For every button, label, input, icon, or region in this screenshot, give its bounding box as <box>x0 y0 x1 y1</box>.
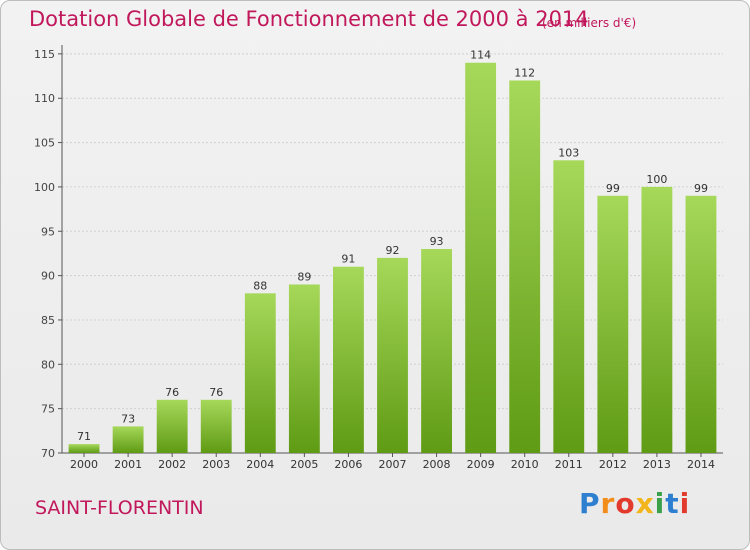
chart-unit: (en milliers d'€) <box>542 16 637 30</box>
data-label: 100 <box>646 173 667 186</box>
x-tick-label: 2008 <box>423 458 451 471</box>
y-tick-label: 95 <box>41 225 55 238</box>
chart-title: Dotation Globale de Fonctionnement de 20… <box>29 7 589 31</box>
data-labels: 71 73 76 76 88 89 91 92 93 114 112 103 99 100 99 <box>77 49 708 443</box>
x-tick-label: 2004 <box>246 458 274 471</box>
x-tick-label: 2001 <box>114 458 142 471</box>
x-tick-label: 2012 <box>599 458 627 471</box>
y-tick-label: 105 <box>34 137 55 150</box>
data-label: 91 <box>341 253 355 266</box>
data-label: 92 <box>386 244 400 257</box>
x-tick-label: 2013 <box>643 458 671 471</box>
data-label: 112 <box>514 66 535 79</box>
x-tick-label: 2014 <box>687 458 715 471</box>
x-tick-label: 2000 <box>70 458 98 471</box>
data-label: 89 <box>297 270 311 283</box>
bar <box>112 426 144 453</box>
bars <box>68 62 717 454</box>
axes: 70 75 80 85 90 95 100 105 110 115 2000 2001 2002 2003… <box>34 45 723 471</box>
data-label: 114 <box>470 49 491 62</box>
data-label: 88 <box>253 279 267 292</box>
y-tick-label: 90 <box>41 270 55 283</box>
data-label: 73 <box>121 412 135 425</box>
y-tick-label: 70 <box>41 447 55 460</box>
bar <box>421 249 452 453</box>
bar <box>68 444 100 453</box>
bar <box>685 195 717 454</box>
data-label: 76 <box>165 386 179 399</box>
x-tick-label: 2006 <box>334 458 362 471</box>
bar <box>597 195 629 454</box>
data-label: 99 <box>606 182 620 195</box>
bar <box>553 160 585 453</box>
y-tick-label: 80 <box>41 358 55 371</box>
data-label: 76 <box>209 386 223 399</box>
bar <box>377 257 408 453</box>
bar <box>465 62 497 453</box>
x-tick-label: 2005 <box>290 458 318 471</box>
x-tick-label: 2011 <box>555 458 583 471</box>
bar <box>641 186 673 454</box>
x-tick-label: 2010 <box>511 458 539 471</box>
y-tick-label: 75 <box>41 403 55 416</box>
x-tick-label: 2002 <box>158 458 186 471</box>
bar <box>244 293 276 453</box>
y-tick-label: 85 <box>41 314 55 327</box>
bar <box>509 80 541 453</box>
data-label: 103 <box>558 146 579 159</box>
data-label: 93 <box>430 235 444 248</box>
bar <box>156 399 188 453</box>
proxiti-logo[interactable]: Proxiti <box>579 487 691 520</box>
data-label: 71 <box>77 430 91 443</box>
y-tick-label: 100 <box>34 181 55 194</box>
y-tick-label: 110 <box>34 92 55 105</box>
x-tick-label: 2009 <box>467 458 495 471</box>
commune-name: SAINT-FLORENTIN <box>35 497 204 519</box>
y-tick-label: 115 <box>34 48 55 61</box>
bar <box>288 284 320 453</box>
data-label: 99 <box>694 182 708 195</box>
bar <box>333 266 364 453</box>
x-tick-label: 2007 <box>379 458 407 471</box>
x-tick-label: 2003 <box>202 458 230 471</box>
bar <box>200 399 232 453</box>
